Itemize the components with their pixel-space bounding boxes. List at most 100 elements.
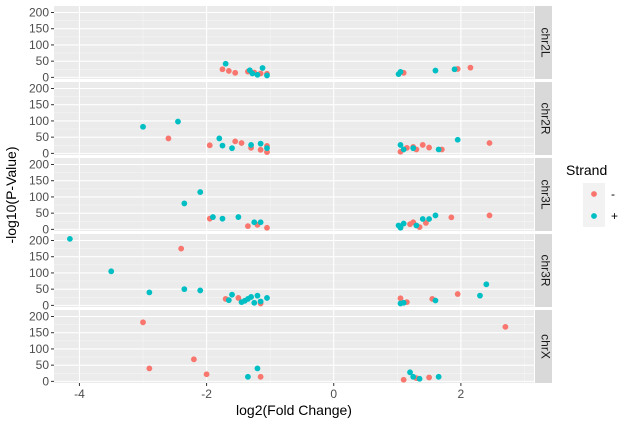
y-tick-label: 200 [29,81,49,95]
data-point [175,118,181,125]
data-point [254,365,261,372]
data-point [410,145,417,152]
data-point [483,281,490,288]
data-point [203,371,210,378]
y-tick-label: 0 [42,70,49,84]
data-point [416,375,423,382]
data-point [254,71,261,78]
data-point [486,140,493,146]
facet-strip [535,310,552,383]
data-point [251,299,258,306]
data-point [454,291,461,297]
x-tick-label: -4 [74,387,85,401]
data-point [225,297,232,304]
data-point [419,142,426,148]
data-point [216,135,223,142]
data-point [235,295,242,301]
x-tick-label: -2 [201,387,212,401]
data-point [451,66,458,73]
data-point [467,64,474,71]
facet-strip-label: chrX [538,334,552,359]
y-tick-label: 200 [29,157,49,171]
facet-strip [535,158,552,231]
y-tick-label: 50 [36,282,50,296]
data-point [219,142,226,149]
data-point [400,299,407,306]
data-point [210,214,216,220]
y-tick-label: 150 [29,22,49,36]
data-point [249,70,256,77]
data-point [257,140,264,147]
y-tick-label: 150 [29,250,49,264]
data-point [222,60,229,67]
facet-chr2R: 0 50 100 150 200 chr2R [29,81,552,160]
facet-strip-label: chr2R [538,102,552,134]
data-point [400,220,407,227]
data-point [225,67,232,74]
data-point [108,268,115,275]
data-point [257,146,264,153]
y-tick-label: 100 [29,38,49,52]
facet-chrX: 0 50 100 150 200 chrX [29,309,552,388]
x-axis-title: log2(Fold Change) [236,402,352,418]
data-point [235,214,242,220]
data-point [477,292,483,299]
data-point [400,146,407,153]
facet-strip [535,234,552,307]
data-point [245,373,251,380]
y-tick-label: 100 [29,342,49,356]
facet-strip-label: chr3R [538,254,552,286]
y-tick-label: 150 [29,326,49,340]
panel-background [54,82,534,155]
data-point [146,289,153,296]
data-point [435,373,442,380]
facet-chr2L: 0 50 100 150 200 chr2L [29,5,552,84]
data-point [66,235,73,242]
data-point [264,295,270,301]
data-point [245,223,251,230]
data-point [264,224,270,231]
y-tick-label: 0 [42,298,49,312]
data-point [410,373,417,380]
y-tick-label: 0 [42,374,49,388]
y-tick-label: 200 [29,233,49,247]
data-point [259,65,266,71]
legend: Strand- + [566,162,618,227]
y-tick-label: 100 [29,190,49,204]
legend-key-plus [591,213,597,219]
data-point [426,216,432,222]
data-point [448,214,455,221]
data-point [257,219,264,226]
data-point [197,189,204,195]
data-point [238,140,245,146]
data-point [264,145,270,152]
data-point [178,245,185,252]
y-tick-label: 50 [36,206,50,220]
y-tick-label: 200 [29,5,49,19]
y-tick-label: 200 [29,309,49,323]
panel-background [54,234,534,307]
data-point [248,142,254,148]
facet-strip [535,82,552,155]
data-point [397,224,404,231]
facet-strip-label: chr2L [538,27,552,57]
data-point [423,219,429,226]
y-tick-label: 100 [29,266,49,280]
data-point [232,138,239,145]
y-tick-label: 150 [29,174,49,188]
data-point [219,66,226,73]
data-point [190,356,197,363]
data-point [181,200,188,207]
data-point [229,291,235,298]
y-tick-label: 50 [36,358,50,372]
data-point [426,144,432,151]
data-point [397,68,404,75]
data-point [413,222,420,229]
facet-chr3R: 0 50 100 150 200 chr3R [29,233,552,312]
data-point [435,146,442,153]
facet-strip-label: chr3L [538,179,552,209]
data-point [251,219,258,226]
y-tick-label: 0 [42,222,49,236]
